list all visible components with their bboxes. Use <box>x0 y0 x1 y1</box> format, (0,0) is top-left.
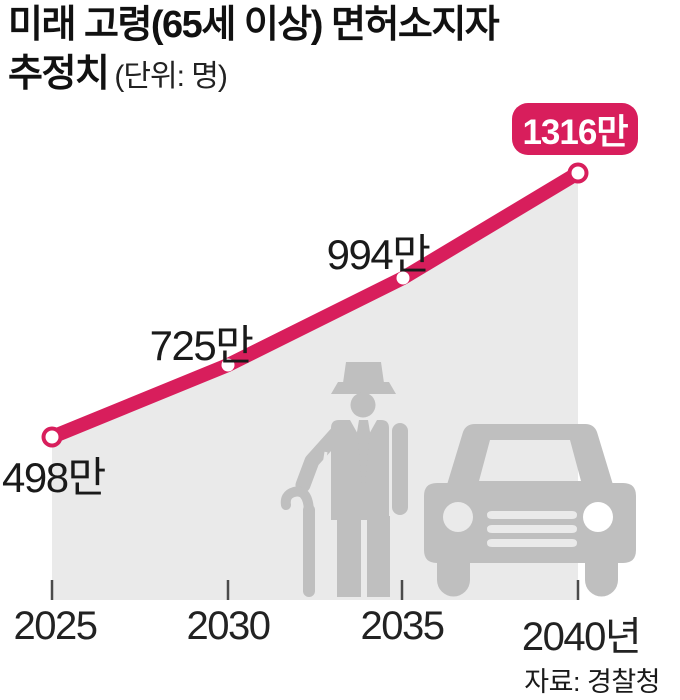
source-credit: 자료: 경찰청 <box>524 667 660 697</box>
chart-title-line2-bold: 추정치 <box>8 53 110 95</box>
right-leg <box>367 516 390 597</box>
car-windshield <box>446 424 614 488</box>
car-wheels <box>437 548 618 597</box>
axis-label-2030: 2030 <box>186 604 271 648</box>
arm-gap <box>317 451 328 498</box>
chart-title-line1: 미래 고령(65세 이상) 면허소지자 <box>8 4 500 46</box>
value-label-2025: 498만 <box>2 454 106 501</box>
value-label-2030: 725만 <box>149 322 254 369</box>
tie <box>357 420 370 487</box>
left-arm <box>295 424 346 493</box>
axis-label-2040: 2040년 <box>521 615 642 659</box>
chart-title: 미래 고령(65세 이상) 면허소지자 추정치 (단위: 명) <box>8 2 500 107</box>
hat-crown <box>343 362 384 383</box>
data-point-2035 <box>396 271 410 285</box>
axis-label-2025: 2025 <box>13 604 98 648</box>
value-label-2035: 994만 <box>326 231 431 278</box>
unit-label: (단위: 명) <box>114 60 227 93</box>
value-badge-2040: 1316만 <box>512 103 638 155</box>
trend-line-path <box>45 166 585 444</box>
cane-handle <box>280 486 314 519</box>
chart-title-line2: 추정치 (단위: 명) <box>8 49 498 107</box>
data-point-2030 <box>221 358 235 372</box>
x-axis-ticks <box>50 580 580 600</box>
left-leg <box>337 516 361 597</box>
trend-line <box>41 162 589 448</box>
axis-label-2035: 2035 <box>360 604 445 648</box>
data-point-2025 <box>45 430 59 444</box>
data-point-2040 <box>571 166 585 180</box>
right-arm <box>392 423 408 515</box>
head <box>350 392 376 418</box>
torso <box>331 420 389 520</box>
hat-brim <box>331 382 396 394</box>
car-icon <box>424 424 636 597</box>
car-body <box>424 483 636 563</box>
elderly-person-with-cane-icon <box>280 362 408 597</box>
